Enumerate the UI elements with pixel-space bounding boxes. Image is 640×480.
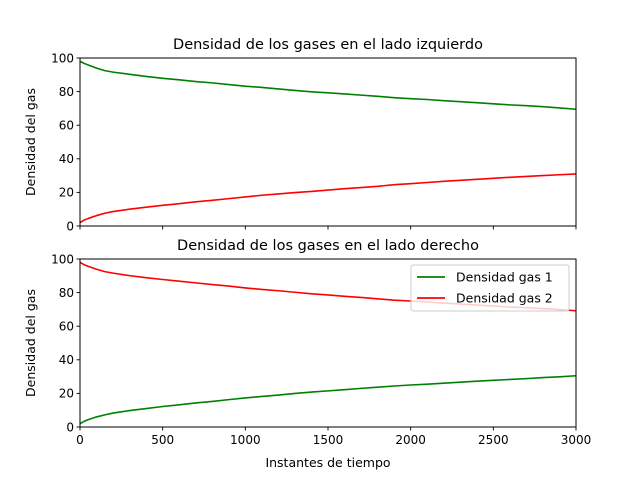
top-series-group	[79, 60, 577, 224]
legend: Densidad gas 1 Densidad gas 2	[410, 264, 570, 312]
bottom-y-axis-label: Densidad del gas	[23, 289, 38, 397]
bottom-subplot: Densidad de los gases en el lado derecho…	[23, 238, 591, 470]
top-ticks-group: 0 20 40 60 80 100	[51, 51, 577, 233]
legend-label-gas-1: Densidad gas 1	[456, 270, 553, 285]
y-tick-label: 0	[66, 420, 74, 434]
y-tick-label: 100	[51, 51, 74, 65]
top-axes-frame	[79, 57, 577, 227]
top-subplot: Densidad de los gases en el lado izquier…	[23, 37, 577, 233]
top-y-axis-label: Densidad del gas	[23, 88, 38, 196]
series-line-top-1	[79, 60, 577, 111]
bottom-axes-frame	[79, 258, 577, 428]
top-chart-title: Densidad de los gases en el lado izquier…	[173, 37, 483, 53]
x-tick-label: 3000	[561, 433, 592, 447]
y-tick-label: 20	[59, 387, 74, 401]
x-tick-label: 2500	[478, 433, 509, 447]
x-tick-label: 1500	[313, 433, 344, 447]
bottom-x-axis-label: Instantes de tiempo	[265, 455, 390, 470]
y-tick-label: 40	[59, 353, 74, 367]
legend-label-gas-2: Densidad gas 2	[456, 291, 553, 306]
y-tick-label: 40	[59, 152, 74, 166]
x-tick-label: 2000	[395, 433, 426, 447]
y-tick-label: 100	[51, 252, 74, 266]
y-tick-label: 80	[59, 85, 74, 99]
y-tick-label: 60	[59, 320, 74, 334]
y-tick-label: 0	[66, 219, 74, 233]
y-tick-label: 80	[59, 286, 74, 300]
x-tick-label: 0	[76, 433, 84, 447]
bottom-chart-title: Densidad de los gases en el lado derecho	[177, 238, 479, 254]
series-line-top-2	[79, 173, 577, 224]
x-tick-label: 1000	[230, 433, 261, 447]
legend-box	[410, 264, 570, 312]
y-tick-label: 60	[59, 119, 74, 133]
series-line-bottom-1	[79, 374, 577, 425]
x-tick-label: 500	[151, 433, 174, 447]
y-tick-label: 20	[59, 186, 74, 200]
